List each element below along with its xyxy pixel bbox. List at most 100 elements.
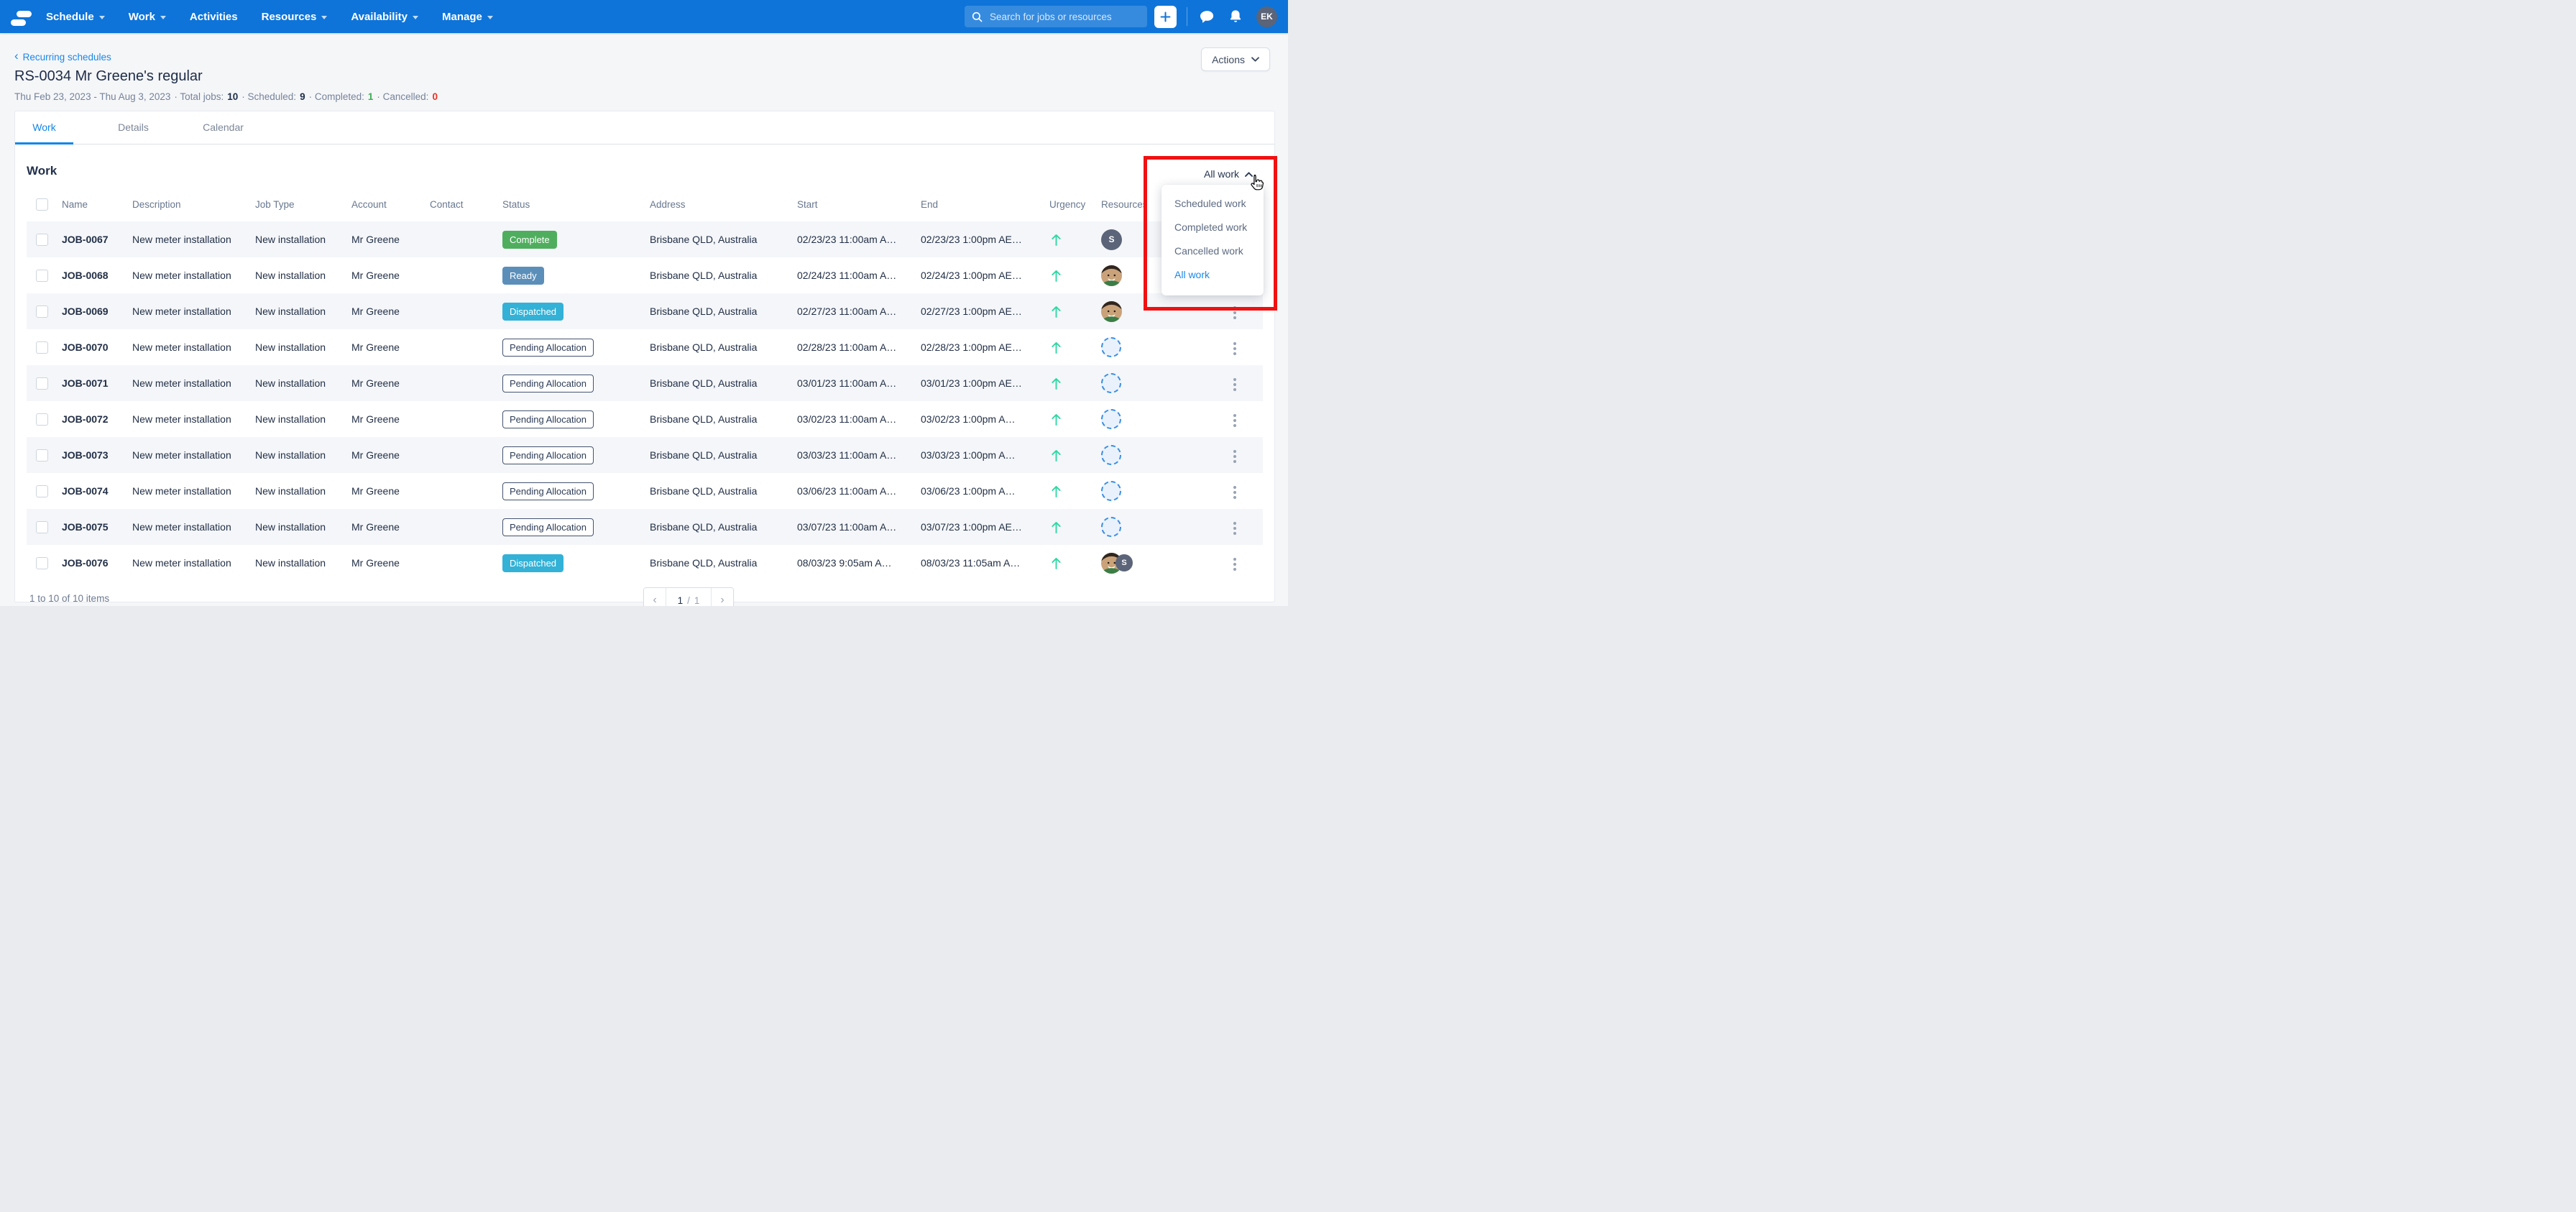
job-type: New installation — [255, 234, 326, 245]
work-filter-dropdown[interactable]: All work — [1204, 168, 1253, 180]
tab-details[interactable]: Details — [118, 121, 149, 133]
completed-value: 1 — [367, 91, 374, 102]
urgency-high-icon — [1052, 270, 1061, 282]
job-description: New meter installation — [132, 306, 231, 317]
user-avatar[interactable]: EK — [1256, 6, 1277, 27]
job-address: Brisbane QLD, Australia — [650, 557, 758, 569]
job-type: New installation — [255, 341, 326, 353]
app-window: Schedule Work Activities Resources Avail… — [0, 0, 1288, 606]
resource-avatar-empty — [1101, 409, 1121, 429]
job-end: 08/03/23 11:05am A… — [921, 557, 1021, 569]
resource-avatar-empty — [1101, 517, 1121, 537]
status-badge: Dispatched — [502, 302, 564, 321]
menu-item-all-work[interactable]: All work — [1174, 269, 1210, 280]
next-page-button[interactable]: › — [712, 588, 733, 606]
job-start: 08/03/23 9:05am A… — [797, 557, 892, 569]
top-nav: Schedule Work Activities Resources Avail… — [0, 0, 1288, 33]
menu-item-completed-work[interactable]: Completed work — [1174, 221, 1248, 233]
tab-calendar[interactable]: Calendar — [203, 121, 244, 133]
nav-label: Work — [128, 10, 155, 23]
main-menu: Schedule Work Activities Resources Avail… — [46, 11, 493, 23]
row-menu-button[interactable] — [1229, 410, 1241, 431]
job-start: 03/01/23 11:00am A… — [797, 377, 897, 389]
notifications-icon[interactable] — [1226, 7, 1245, 26]
column-header-job-type: Job Type — [255, 199, 295, 210]
resources-cell — [1101, 409, 1208, 429]
row-menu-button[interactable] — [1229, 482, 1241, 503]
resource-avatar-empty — [1101, 373, 1121, 393]
nav-work[interactable]: Work — [129, 11, 166, 23]
nav-schedule[interactable]: Schedule — [46, 11, 105, 23]
current-page: 1 — [677, 594, 684, 606]
job-contact — [429, 221, 502, 257]
row-menu-button[interactable] — [1229, 302, 1241, 323]
search-input[interactable] — [988, 10, 1140, 23]
nav-resources[interactable]: Resources — [262, 11, 328, 23]
plus-icon — [1160, 12, 1171, 22]
row-checkbox[interactable] — [36, 341, 48, 354]
job-type: New installation — [255, 521, 326, 533]
menu-item-cancelled-work[interactable]: Cancelled work — [1174, 245, 1243, 257]
job-description: New meter installation — [132, 270, 231, 281]
actions-button[interactable]: Actions — [1201, 47, 1270, 71]
job-address: Brisbane QLD, Australia — [650, 341, 758, 353]
job-address: Brisbane QLD, Australia — [650, 306, 758, 317]
row-checkbox[interactable] — [36, 269, 48, 282]
nav-label: Manage — [441, 10, 482, 23]
nav-availability[interactable]: Availability — [351, 11, 418, 23]
job-address: Brisbane QLD, Australia — [650, 413, 758, 425]
chevron-down-icon — [160, 15, 166, 19]
list-header: Work All work — [15, 144, 1274, 188]
table-row: JOB-0072 New meter installation New instal… — [27, 401, 1263, 437]
row-menu-button[interactable] — [1229, 554, 1241, 575]
resources-cell — [1101, 300, 1208, 322]
tab-work[interactable]: Work — [15, 111, 73, 144]
nav-activities[interactable]: Activities — [190, 11, 238, 23]
job-type: New installation — [255, 485, 326, 497]
nav-manage[interactable]: Manage — [442, 11, 493, 23]
job-description: New meter installation — [132, 557, 231, 569]
create-new-button[interactable] — [1154, 5, 1177, 28]
resource-avatar-empty — [1101, 481, 1121, 501]
menu-item-scheduled-work[interactable]: Scheduled work — [1174, 198, 1246, 209]
urgency-high-icon — [1052, 521, 1061, 533]
select-all-checkbox[interactable] — [36, 198, 48, 211]
row-menu-button[interactable] — [1229, 446, 1241, 467]
chevron-left-icon: ‹ — [14, 49, 19, 63]
job-account: Mr Greene — [351, 234, 400, 245]
row-checkbox[interactable] — [36, 305, 48, 318]
work-filter-menu: Scheduled work Completed work Cancelled … — [1162, 185, 1264, 295]
row-menu-button[interactable] — [1229, 518, 1241, 539]
row-checkbox[interactable] — [36, 377, 48, 390]
row-checkbox[interactable] — [36, 485, 48, 497]
job-end: 02/28/23 1:00pm AE… — [921, 341, 1022, 353]
work-table: Name Description Job Type Account Contact Sta… — [27, 188, 1263, 581]
row-checkbox[interactable] — [36, 520, 48, 533]
row-checkbox[interactable] — [36, 233, 48, 246]
urgency-high-icon — [1052, 234, 1061, 246]
job-description: New meter installation — [132, 449, 231, 461]
row-checkbox[interactable] — [36, 449, 48, 462]
row-checkbox[interactable] — [36, 413, 48, 426]
row-menu-button[interactable] — [1229, 338, 1241, 359]
global-search[interactable] — [965, 6, 1147, 27]
row-checkbox[interactable] — [36, 556, 48, 569]
chevron-down-icon — [321, 15, 328, 19]
job-contact — [429, 257, 502, 293]
job-account: Mr Greene — [351, 521, 400, 533]
prev-page-button[interactable]: ‹ — [644, 588, 666, 606]
table-row: JOB-0071 New meter installation New instal… — [27, 365, 1263, 401]
job-contact — [429, 473, 502, 509]
completed-label: · Completed: — [308, 91, 364, 102]
job-account: Mr Greene — [351, 485, 400, 497]
job-end: 02/23/23 1:00pm AE… — [921, 234, 1022, 245]
breadcrumb-recurring-schedules[interactable]: ‹ Recurring schedules — [14, 49, 111, 63]
skedulo-logo[interactable] — [10, 0, 36, 33]
messages-icon[interactable] — [1197, 7, 1216, 26]
job-contact — [429, 437, 502, 473]
status-badge: Pending Allocation — [502, 338, 594, 357]
row-menu-button[interactable] — [1229, 374, 1241, 395]
job-start: 02/23/23 11:00am A… — [797, 234, 897, 245]
job-name: JOB-0075 — [62, 521, 109, 533]
job-address: Brisbane QLD, Australia — [650, 270, 758, 281]
